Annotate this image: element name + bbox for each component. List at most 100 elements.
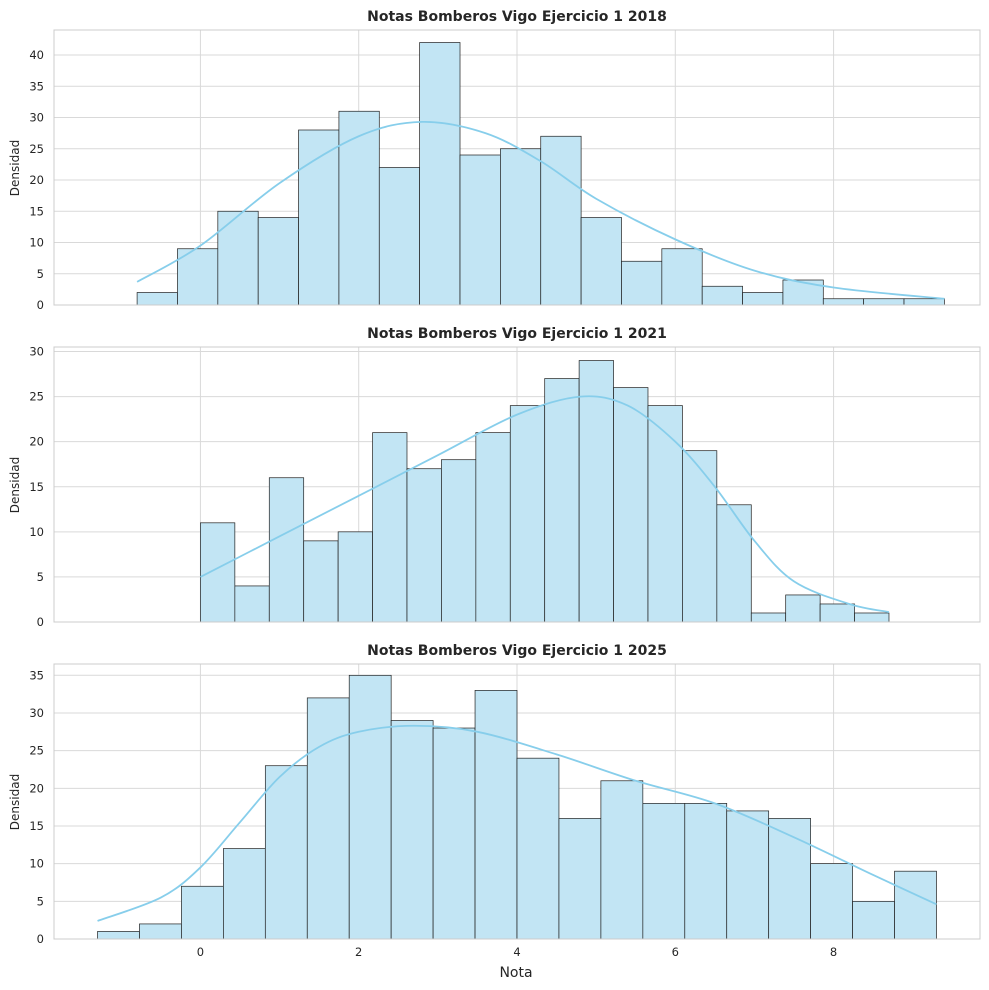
histogram-bar bbox=[863, 298, 905, 306]
y-tick-label: 25 bbox=[29, 142, 44, 156]
panel-title: Notas Bomberos Vigo Ejercicio 1 2018 bbox=[367, 9, 667, 25]
y-tick-label: 30 bbox=[29, 111, 44, 125]
x-tick-label: 8 bbox=[830, 945, 837, 959]
histogram-bar bbox=[475, 432, 511, 623]
histogram-bar bbox=[378, 167, 421, 306]
histogram-bar bbox=[500, 148, 542, 306]
y-tick-label: 10 bbox=[29, 525, 44, 539]
histogram-bar bbox=[97, 931, 140, 940]
histogram-bar bbox=[785, 594, 821, 623]
histogram-bar bbox=[441, 459, 477, 623]
axes-frame bbox=[53, 663, 981, 940]
histogram-bar bbox=[684, 803, 728, 940]
panel-title: Notas Bomberos Vigo Ejercicio 1 2021 bbox=[367, 326, 667, 342]
histogram-bar bbox=[768, 818, 811, 940]
y-tick-label: 25 bbox=[29, 390, 44, 404]
y-tick-label: 40 bbox=[29, 48, 44, 62]
y-axis-label: Densidad bbox=[8, 774, 22, 830]
y-tick-label: 15 bbox=[29, 819, 44, 833]
histogram-bar bbox=[181, 885, 224, 940]
histogram-bar bbox=[257, 217, 299, 306]
histogram-bar bbox=[621, 260, 663, 306]
histogram-bar bbox=[509, 405, 546, 623]
kde-line bbox=[97, 724, 937, 922]
histogram-bar bbox=[177, 248, 219, 306]
histogram-bar bbox=[390, 720, 434, 940]
y-axis-label: Densidad bbox=[8, 457, 22, 513]
histogram-bar bbox=[894, 870, 937, 940]
x-tick-label: 6 bbox=[672, 945, 679, 959]
y-tick-label: 15 bbox=[29, 480, 44, 494]
y-tick-label: 20 bbox=[29, 781, 44, 795]
y-tick-label: 35 bbox=[29, 79, 44, 93]
y-tick-label: 5 bbox=[37, 267, 44, 281]
histogram-bar bbox=[139, 923, 182, 940]
histogram-bar bbox=[819, 603, 855, 623]
histogram-bar bbox=[200, 522, 236, 623]
x-tick-label: 2 bbox=[355, 945, 362, 959]
histogram-bar bbox=[348, 674, 392, 940]
histogram-bar bbox=[306, 697, 350, 940]
histogram-bar bbox=[516, 757, 560, 940]
histogram-bar bbox=[540, 135, 582, 306]
histogram-bar bbox=[701, 285, 743, 306]
histogram-bar bbox=[647, 405, 683, 623]
histogram-bar bbox=[459, 154, 501, 306]
y-tick-label: 10 bbox=[29, 236, 44, 250]
y-tick-label: 0 bbox=[37, 298, 44, 312]
y-tick-label: 30 bbox=[29, 706, 44, 720]
histogram-panel-2025: 0 2 4 6 8 0 5 10 15 20 25 30 35 Notas Bomberos Vigo … bbox=[8, 643, 981, 981]
y-tick-label: 35 bbox=[29, 668, 44, 682]
histogram-bar bbox=[406, 468, 442, 623]
histogram-bar bbox=[810, 863, 853, 940]
histogram-bar bbox=[558, 818, 602, 940]
histogram-bar bbox=[234, 585, 270, 623]
histogram-bar bbox=[716, 504, 752, 623]
histogram-bar bbox=[750, 612, 787, 623]
panel-title: Notas Bomberos Vigo Ejercicio 1 2025 bbox=[367, 643, 667, 659]
histogram-bar bbox=[372, 432, 408, 623]
y-tick-label: 15 bbox=[29, 204, 44, 218]
y-tick-label: 25 bbox=[29, 744, 44, 758]
y-axis-label: Densidad bbox=[8, 140, 22, 196]
histogram-bar bbox=[726, 810, 770, 940]
y-tick-label: 20 bbox=[29, 173, 44, 187]
histogram-bar bbox=[852, 900, 895, 940]
histogram-bar bbox=[642, 803, 686, 940]
histogram-bar bbox=[580, 217, 622, 306]
y-tick-label: 0 bbox=[37, 615, 44, 629]
y-tick-label: 0 bbox=[37, 932, 44, 946]
histogram-bar bbox=[782, 279, 824, 306]
histogram-bar bbox=[742, 292, 784, 306]
histogram-bar bbox=[661, 248, 703, 306]
axes-frame bbox=[53, 29, 981, 306]
kde-line bbox=[200, 395, 890, 613]
histogram-bar bbox=[822, 298, 865, 306]
y-tick-label: 5 bbox=[37, 894, 44, 908]
histogram-bar bbox=[432, 727, 476, 940]
histogram-bar bbox=[682, 450, 718, 623]
histogram-bar bbox=[217, 210, 259, 306]
histogram-bar bbox=[136, 292, 178, 306]
kde-line bbox=[136, 120, 945, 300]
histogram-panel-2021: 0 5 10 15 20 25 30 Notas Bomberos Vigo Ejercic… bbox=[8, 326, 981, 629]
y-tick-label: 5 bbox=[37, 570, 44, 584]
y-tick-label: 30 bbox=[29, 345, 44, 359]
histogram-bar bbox=[298, 129, 340, 306]
histogram-bar bbox=[264, 765, 308, 940]
histogram-bar bbox=[578, 360, 614, 623]
y-tick-label: 20 bbox=[29, 435, 44, 449]
x-axis-label: Nota bbox=[499, 965, 532, 981]
histogram-bar bbox=[854, 612, 890, 623]
histogram-bar bbox=[338, 110, 380, 306]
histogram-bar bbox=[613, 387, 649, 623]
histogram-panel-2018: 0 5 10 15 20 25 30 35 40 Notas Bomberos Vigo Eje… bbox=[8, 9, 981, 312]
histogram-bar bbox=[544, 378, 580, 623]
histogram-bar bbox=[903, 298, 945, 306]
axes-frame bbox=[53, 346, 981, 623]
histogram-bar bbox=[474, 690, 518, 940]
histogram-bar bbox=[303, 540, 339, 623]
histogram-bar bbox=[223, 848, 266, 940]
histogram-bar bbox=[419, 42, 461, 306]
